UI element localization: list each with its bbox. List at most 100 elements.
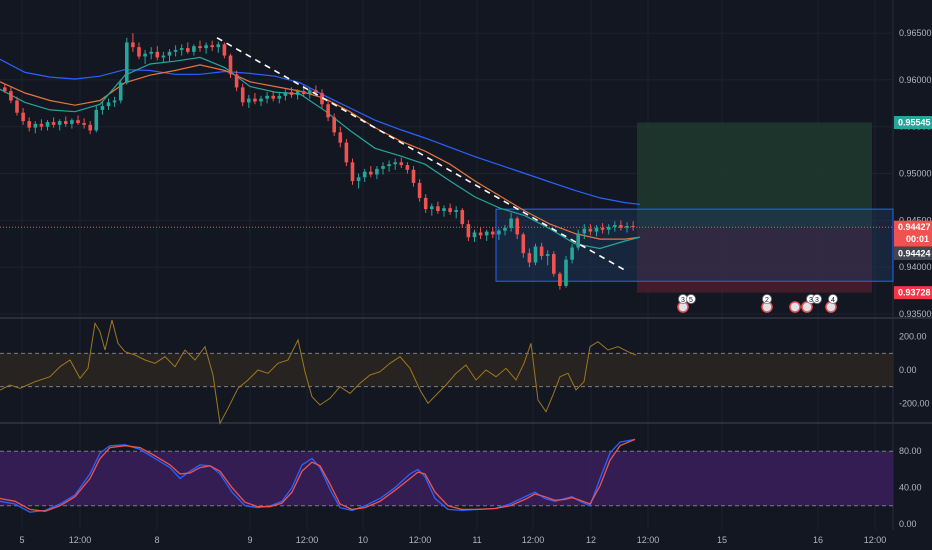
candle-body[interactable] <box>112 100 117 103</box>
candle-body[interactable] <box>417 182 422 198</box>
profit-zone[interactable] <box>637 122 872 228</box>
candle-body[interactable] <box>515 218 519 235</box>
candle-body[interactable] <box>27 121 31 128</box>
candle-body[interactable] <box>82 122 86 125</box>
event-count-badge[interactable]: 4 <box>828 294 838 305</box>
candle-body[interactable] <box>393 162 397 165</box>
candle-body[interactable] <box>94 109 99 131</box>
candle-body[interactable] <box>277 95 282 99</box>
candle-body[interactable] <box>51 122 56 125</box>
long-position-tool[interactable] <box>637 122 872 293</box>
candle-body[interactable] <box>564 259 568 286</box>
candle-body[interactable] <box>448 208 452 212</box>
candle-body[interactable] <box>613 225 617 227</box>
candle-body[interactable] <box>460 210 465 225</box>
candle-body[interactable] <box>491 231 495 235</box>
candle-body[interactable] <box>247 98 251 103</box>
candle-body[interactable] <box>356 177 361 182</box>
candle-body[interactable] <box>570 247 574 260</box>
candle-body[interactable] <box>106 102 111 107</box>
candle-body[interactable] <box>204 45 208 49</box>
candle-body[interactable] <box>399 162 404 166</box>
candle-body[interactable] <box>216 44 221 48</box>
candle-body[interactable] <box>350 162 355 182</box>
candle-body[interactable] <box>576 233 580 248</box>
candle-body[interactable] <box>497 230 501 235</box>
candle-body[interactable] <box>33 123 38 128</box>
candle-body[interactable] <box>308 90 312 94</box>
candle-body[interactable] <box>411 169 416 183</box>
candle-body[interactable] <box>369 171 373 175</box>
candle-body[interactable] <box>186 48 190 52</box>
candle-body[interactable] <box>198 46 202 49</box>
candle-body[interactable] <box>295 91 300 95</box>
candle-body[interactable] <box>320 93 324 105</box>
candle-body[interactable] <box>527 253 532 263</box>
candle-body[interactable] <box>588 228 593 232</box>
candle-body[interactable] <box>137 47 141 57</box>
candle-body[interactable] <box>143 53 147 57</box>
event-count-badge[interactable]: 5 <box>686 294 696 305</box>
candle-body[interactable] <box>88 124 92 131</box>
stochastic-d-line[interactable] <box>0 438 636 512</box>
candlestick-series[interactable] <box>3 33 635 290</box>
candle-body[interactable] <box>45 122 50 127</box>
candle-body[interactable] <box>552 254 556 274</box>
candle-body[interactable] <box>594 227 599 232</box>
candle-body[interactable] <box>192 46 196 52</box>
candle-body[interactable] <box>521 234 526 254</box>
trend-line[interactable] <box>216 37 629 273</box>
candle-body[interactable] <box>131 42 135 48</box>
candle-body[interactable] <box>179 48 184 50</box>
candle-body[interactable] <box>301 91 306 94</box>
candle-body[interactable] <box>57 121 62 125</box>
event-flag-icon[interactable] <box>801 301 813 313</box>
candle-body[interactable] <box>64 121 68 124</box>
candle-body[interactable] <box>362 171 367 178</box>
candle-body[interactable] <box>423 197 428 210</box>
candle-body[interactable] <box>228 55 233 75</box>
candle-body[interactable] <box>381 166 385 169</box>
candle-body[interactable] <box>155 51 160 58</box>
candle-body[interactable] <box>253 98 257 102</box>
candle-body[interactable] <box>600 227 605 230</box>
candle-body[interactable] <box>338 132 343 143</box>
candle-body[interactable] <box>222 44 227 56</box>
candle-body[interactable] <box>545 254 550 256</box>
candle-body[interactable] <box>472 232 477 238</box>
candle-body[interactable] <box>125 42 129 83</box>
cci-line[interactable] <box>0 319 637 425</box>
candle-body[interactable] <box>161 55 166 58</box>
candle-body[interactable] <box>149 51 153 54</box>
candle-body[interactable] <box>173 49 178 52</box>
candle-body[interactable] <box>533 246 538 263</box>
candle-body[interactable] <box>3 87 7 92</box>
candle-body[interactable] <box>259 98 263 102</box>
candle-body[interactable] <box>631 225 635 227</box>
candle-body[interactable] <box>442 208 446 211</box>
event-count-badge[interactable]: 3 <box>812 294 822 305</box>
candle-body[interactable] <box>240 87 245 103</box>
candle-body[interactable] <box>39 123 44 127</box>
candle-body[interactable] <box>118 82 123 101</box>
candle-body[interactable] <box>387 164 391 167</box>
candle-body[interactable] <box>100 106 105 110</box>
candle-body[interactable] <box>539 246 544 256</box>
candle-body[interactable] <box>9 91 13 101</box>
stochastic-k-line[interactable] <box>0 438 636 513</box>
event-count-badge[interactable]: 2 <box>762 294 772 305</box>
candle-body[interactable] <box>326 104 330 118</box>
candle-body[interactable] <box>436 206 440 211</box>
candle-body[interactable] <box>582 228 587 234</box>
candle-body[interactable] <box>503 227 507 231</box>
candle-body[interactable] <box>265 95 269 99</box>
candle-body[interactable] <box>283 92 288 96</box>
candle-body[interactable] <box>478 232 483 236</box>
candle-body[interactable] <box>21 112 25 122</box>
candle-body[interactable] <box>509 218 513 228</box>
candle-body[interactable] <box>606 226 611 230</box>
stochastic-axis[interactable]: 80.00 40.00 0.00 <box>899 446 922 529</box>
loss-zone[interactable] <box>637 227 872 293</box>
candle-body[interactable] <box>405 165 410 170</box>
